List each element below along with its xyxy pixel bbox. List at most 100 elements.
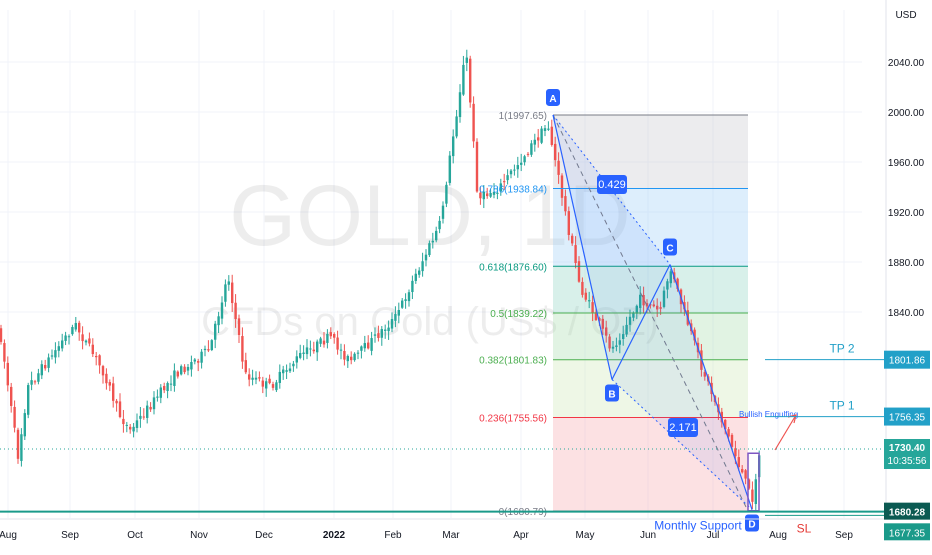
candle-body [299, 353, 302, 358]
candle-body [54, 350, 57, 358]
pattern-point-label: C [666, 244, 673, 255]
x-tick-label: Sep [61, 530, 79, 541]
y-tick-label: 1960.00 [888, 158, 925, 169]
candle-body [84, 340, 88, 343]
candle-body [0, 328, 3, 342]
candle-body [224, 284, 227, 302]
candle-body [669, 271, 672, 284]
candle-body [231, 282, 234, 304]
candle-body [241, 336, 244, 362]
current-price-text: 1730.40 [889, 443, 926, 454]
sl-label: SL [797, 521, 812, 535]
candle-body [693, 329, 696, 341]
candle-body [339, 349, 343, 351]
candle-countdown-text: 10:35:56 [888, 456, 927, 467]
candle-body [387, 327, 390, 332]
candle-body [47, 357, 50, 368]
candle-body [95, 355, 98, 358]
candle-body [649, 304, 652, 306]
x-tick-label: 2022 [323, 530, 346, 541]
candle-body [509, 170, 513, 175]
candle-body [118, 401, 122, 418]
candle-body [666, 281, 669, 290]
pattern-point-label: D [748, 520, 755, 531]
candle-body [486, 193, 489, 197]
x-tick-label: Oct [127, 530, 143, 541]
target-price-tag [884, 407, 930, 426]
candle-body [615, 345, 618, 348]
candle-body [411, 280, 414, 293]
candle-body [37, 373, 40, 382]
pattern-point-label: A [549, 94, 556, 105]
candle-body [356, 352, 360, 354]
candle-body [455, 116, 458, 137]
watermark-description: CFDs on Gold (US$ / OZ) [201, 300, 659, 344]
candle-body [295, 356, 298, 363]
candle-body [424, 254, 428, 261]
candle-body [724, 419, 727, 430]
x-tick-label: Dec [255, 530, 273, 541]
candle-body [227, 281, 230, 285]
projection-arrow [774, 414, 797, 451]
candle-body [251, 377, 254, 380]
candle-body [469, 58, 472, 103]
pattern-leg [669, 264, 753, 510]
candle-body [540, 128, 543, 143]
candle-body [380, 329, 383, 338]
candle-body [591, 302, 594, 314]
target-label: TP 2 [829, 342, 854, 356]
pattern-leg [611, 264, 671, 380]
candle-body [452, 136, 455, 157]
candle-body [203, 348, 207, 351]
candle-body [520, 162, 523, 165]
candle-body [567, 211, 570, 235]
candle-body [741, 469, 744, 473]
candle-body [91, 344, 94, 355]
candle-body [44, 365, 47, 369]
engulfing-label: Bullish Engulfing [739, 410, 798, 419]
candle-body [353, 353, 356, 361]
target-label: TP 1 [829, 399, 854, 413]
candle-body [526, 153, 530, 155]
fib-level-label: 0.618(1876.60) [479, 262, 547, 273]
x-tick-label: Nov [190, 530, 208, 541]
fib-level-label: 0.382(1801.83) [479, 356, 547, 367]
candle-body [465, 57, 468, 63]
candle-body [319, 338, 322, 344]
pattern-ratio-line [611, 379, 753, 510]
candle-body [642, 294, 645, 306]
candle-body [397, 310, 400, 316]
candle-body [210, 340, 213, 351]
candle-body [6, 362, 9, 386]
candle-body [401, 300, 404, 308]
candle-body [435, 230, 438, 241]
candle-body [577, 261, 581, 282]
y-tick-label: 2040.00 [888, 58, 925, 69]
candle-body [180, 366, 183, 375]
candle-body [662, 290, 666, 307]
candle-body [506, 175, 509, 181]
candle-body [173, 370, 176, 386]
candle-body [122, 418, 125, 425]
candle-body [530, 143, 533, 155]
sl-price-tag [884, 523, 930, 541]
candle-body [448, 155, 451, 183]
candle-body [407, 292, 411, 302]
candle-body [190, 362, 193, 370]
axis-layer: USD 1840.00 1880.00 1920.00 1960.00 2000.00 20… [0, 0, 925, 541]
fib-level-label: 1(1997.65) [499, 111, 547, 122]
candle-body [57, 346, 60, 351]
candle-body [346, 355, 349, 362]
candle-body [367, 342, 370, 349]
candle-body [676, 278, 679, 289]
candle-body [125, 424, 128, 426]
candle-body [475, 141, 479, 192]
candle-body [458, 92, 462, 118]
candle-body [20, 434, 23, 461]
candle-body [183, 366, 186, 373]
candle-body [360, 346, 363, 351]
y-tick-label: 2000.00 [888, 108, 925, 119]
candle-body [659, 307, 662, 309]
